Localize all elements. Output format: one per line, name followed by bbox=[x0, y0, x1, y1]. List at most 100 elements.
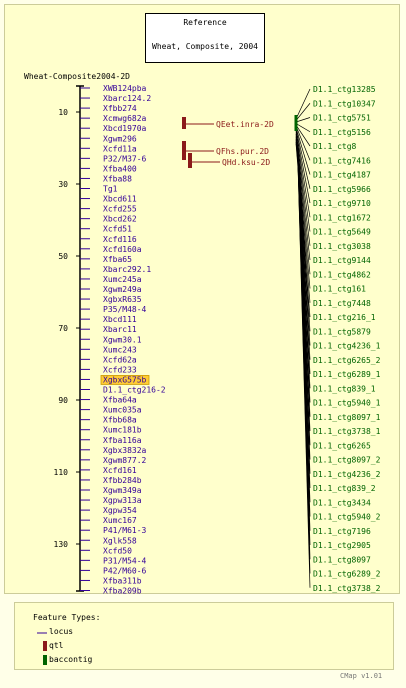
marker-label[interactable]: Xfbb274 bbox=[103, 104, 137, 113]
marker-label[interactable]: P32/M37-6 bbox=[103, 154, 147, 163]
contig-label[interactable]: D1.1_ctg5966 bbox=[313, 185, 371, 194]
contig-label[interactable]: D1.1_ctg8 bbox=[313, 142, 357, 151]
contig-label[interactable]: D1.1_ctg6265_2 bbox=[313, 356, 381, 365]
marker-label[interactable]: Xfba311b bbox=[103, 576, 142, 585]
map-name[interactable]: Wheat-Composite2004-2D bbox=[24, 72, 130, 81]
marker-label[interactable]: Xcfd62a bbox=[103, 355, 137, 364]
marker-label[interactable]: Xbcd262 bbox=[103, 215, 137, 224]
marker-label[interactable]: Xumc167 bbox=[103, 516, 137, 525]
contig-label[interactable]: D1.1_ctg216_1 bbox=[313, 313, 376, 322]
contig-label[interactable]: D1.1_ctg7448 bbox=[313, 299, 371, 308]
contig-label[interactable]: D1.1_ctg5940_1 bbox=[313, 399, 381, 408]
marker-label[interactable]: Xfbb284b bbox=[103, 476, 142, 485]
axis-tick-label[interactable]: 10 bbox=[58, 108, 68, 117]
contig-label[interactable]: D1.1_ctg4236_1 bbox=[313, 342, 381, 351]
contig-label[interactable]: D1.1_ctg3434 bbox=[313, 498, 371, 507]
marker-label[interactable]: Xfba65 bbox=[103, 255, 132, 264]
contig-label[interactable]: D1.1_ctg2905 bbox=[313, 541, 371, 550]
marker-label[interactable]: Xgwm877.2 bbox=[103, 456, 147, 465]
marker-label[interactable]: Xcfd11a bbox=[103, 144, 137, 153]
contig-label[interactable]: D1.1_ctg6289_2 bbox=[313, 570, 381, 579]
marker-label[interactable]: Xbarc292.1 bbox=[103, 265, 151, 274]
marker-label[interactable]: P41/M61-3 bbox=[103, 526, 147, 535]
marker-label[interactable]: Xcfd160a bbox=[103, 245, 142, 254]
qtl-label[interactable]: QEet.inra-2D bbox=[216, 120, 274, 129]
marker-label[interactable]: Xgpw313a bbox=[103, 496, 142, 505]
marker-label[interactable]: Xfba400 bbox=[103, 164, 137, 173]
marker-label[interactable]: Xcfd233 bbox=[103, 365, 137, 374]
marker-label[interactable]: Xcmwg682a bbox=[103, 114, 147, 123]
contig-label[interactable]: D1.1_ctg9144 bbox=[313, 256, 371, 265]
marker-label[interactable]: Xgpw354 bbox=[103, 506, 137, 515]
axis-tick-label[interactable]: 30 bbox=[58, 180, 68, 189]
contig-label[interactable]: D1.1_ctg3738_2 bbox=[313, 584, 381, 593]
marker-label[interactable]: Xcfd116 bbox=[103, 235, 137, 244]
contig-label[interactable]: D1.1_ctg6289_1 bbox=[313, 370, 381, 379]
marker-label[interactable]: Tg1 bbox=[103, 185, 118, 194]
marker-label[interactable]: Xumc245a bbox=[103, 275, 142, 284]
contig-label[interactable]: D1.1_ctg5751 bbox=[313, 114, 371, 123]
contig-label[interactable]: D1.1_ctg161 bbox=[313, 285, 366, 294]
contig-label[interactable]: D1.1_ctg5649 bbox=[313, 228, 371, 237]
contig-label[interactable]: D1.1_ctg10347 bbox=[313, 99, 376, 108]
marker-label[interactable]: Xglk558 bbox=[103, 536, 137, 545]
qtl-label[interactable]: QFhs.pur.2D bbox=[216, 147, 269, 156]
contig-label[interactable]: D1.1_ctg9710 bbox=[313, 199, 371, 208]
marker-label[interactable]: Xfba88 bbox=[103, 174, 132, 183]
contig-label[interactable]: D1.1_ctg5156 bbox=[313, 128, 371, 137]
contig-label[interactable]: D1.1_ctg4862 bbox=[313, 270, 371, 279]
marker-label[interactable]: XgbxG575b bbox=[103, 375, 147, 384]
marker-label[interactable]: Xbarc11 bbox=[103, 325, 137, 334]
marker-label[interactable]: Xgwm296 bbox=[103, 134, 137, 143]
axis-tick-label[interactable]: 50 bbox=[58, 252, 68, 261]
marker-label[interactable]: Xbcd111 bbox=[103, 315, 137, 324]
marker-label[interactable]: XgbxR635 bbox=[103, 295, 142, 304]
marker-label[interactable]: Xgwm30.1 bbox=[103, 335, 142, 344]
marker-label[interactable]: Xcfd50 bbox=[103, 546, 132, 555]
contig-label[interactable]: D1.1_ctg8097_1 bbox=[313, 413, 381, 422]
axis-tick-label[interactable]: 110 bbox=[54, 468, 69, 477]
marker-label[interactable]: Xfba64a bbox=[103, 396, 137, 405]
marker-label[interactable]: Xumc035a bbox=[103, 406, 142, 415]
contig-label[interactable]: D1.1_ctg5879 bbox=[313, 327, 371, 336]
axis-tick-label[interactable]: 70 bbox=[58, 324, 68, 333]
marker-label[interactable]: Xcfd255 bbox=[103, 205, 137, 214]
contig-label[interactable]: D1.1_ctg7416 bbox=[313, 156, 371, 165]
contig-label[interactable]: D1.1_ctg3038 bbox=[313, 242, 371, 251]
contig-label[interactable]: D1.1_ctg7196 bbox=[313, 527, 371, 536]
contig-label[interactable]: D1.1_ctg839_1 bbox=[313, 384, 376, 393]
axis-tick-label[interactable]: 90 bbox=[58, 396, 68, 405]
marker-label[interactable]: Xfba116a bbox=[103, 436, 142, 445]
marker-label[interactable]: Xumc243 bbox=[103, 345, 137, 354]
contig-label[interactable]: D1.1_ctg4236_2 bbox=[313, 470, 381, 479]
contig-label[interactable]: D1.1_ctg4187 bbox=[313, 171, 371, 180]
contig-label[interactable]: D1.1_ctg3738_1 bbox=[313, 427, 381, 436]
marker-label[interactable]: Xfba209b bbox=[103, 587, 142, 596]
marker-label[interactable]: Xumc181b bbox=[103, 426, 142, 435]
contig-label[interactable]: D1.1_ctg1672 bbox=[313, 213, 371, 222]
marker-label[interactable]: Xbcd611 bbox=[103, 195, 137, 204]
marker-label[interactable]: Xbcd1970a bbox=[103, 124, 147, 133]
marker-label[interactable]: D1.1_ctg216-2 bbox=[103, 386, 166, 395]
marker-label[interactable]: P35/M48-4 bbox=[103, 305, 147, 314]
contig-label[interactable]: D1.1_ctg5940_2 bbox=[313, 513, 381, 522]
marker-label[interactable]: P31/M54-4 bbox=[103, 556, 147, 565]
contig-label[interactable]: D1.1_ctg8097 bbox=[313, 555, 371, 564]
marker-label[interactable]: Xgbx3832a bbox=[103, 446, 147, 455]
marker-label[interactable]: Xfbb68a bbox=[103, 416, 137, 425]
axis-tick-label[interactable]: 130 bbox=[54, 540, 69, 549]
marker-label[interactable]: Xgwm249a bbox=[103, 285, 142, 294]
marker-label[interactable]: Xgwm349a bbox=[103, 486, 142, 495]
contig-label[interactable]: D1.1_ctg13285 bbox=[313, 85, 376, 94]
contig-label[interactable]: D1.1_ctg8097_2 bbox=[313, 456, 381, 465]
marker-label[interactable]: Xbarc124.2 bbox=[103, 94, 151, 103]
contig-label[interactable]: D1.1_ctg839_2 bbox=[313, 484, 376, 493]
marker-label[interactable]: Xcfd161 bbox=[103, 466, 137, 475]
reference-box[interactable]: Reference Wheat, Composite, 2004 bbox=[145, 13, 265, 63]
contig-label[interactable]: D1.1_ctg6265 bbox=[313, 441, 371, 450]
qtl-label[interactable]: QHd.ksu-2D bbox=[222, 158, 270, 167]
marker-label[interactable]: P42/M60-6 bbox=[103, 566, 147, 575]
marker-label[interactable]: Xcfd51 bbox=[103, 225, 132, 234]
marker-label[interactable]: XWB124pba bbox=[103, 84, 147, 93]
qtl-bar bbox=[188, 153, 192, 168]
